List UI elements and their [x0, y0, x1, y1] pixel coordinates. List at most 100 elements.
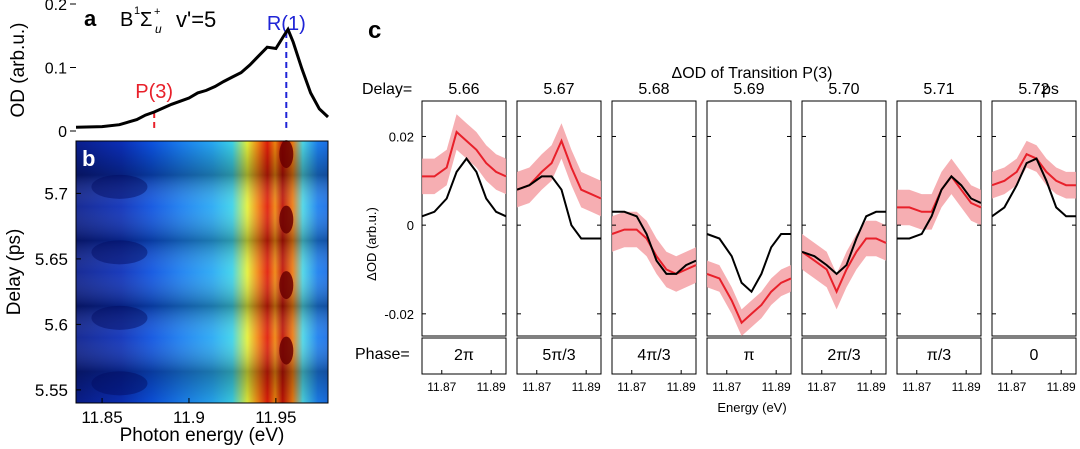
subplot-xtick-label: 11.89 — [667, 380, 696, 394]
panel-c-ytick-label: 0.02 — [389, 129, 414, 144]
panel-a-yticks: 0 0.1 0.2 — [45, 0, 76, 141]
uncertainty-band — [707, 260, 791, 336]
model-line — [421, 156, 507, 218]
subplot-xtick-label: 11.87 — [997, 380, 1026, 394]
subplot-frame — [801, 100, 887, 337]
panel-c-subplots: 2π 5.66 11.87 11.89 5π/3 5.67 11.87 11.89 4π/3 5.… — [421, 81, 1077, 394]
panel-c-ylabel: ΔOD (arb.u.) — [364, 207, 379, 281]
measured-line — [422, 130, 507, 178]
subplot-frame — [991, 100, 1077, 337]
model-line — [516, 175, 601, 240]
subplot-xtick-label: 11.89 — [857, 380, 886, 394]
delay-value: 5.71 — [923, 81, 954, 98]
uncertainty-band — [517, 123, 601, 217]
panel-a-ytick-label: 0.1 — [45, 61, 67, 78]
subplot-5: π/3 5.71 11.87 11.89 — [896, 81, 982, 394]
delay-unit: ps — [1042, 81, 1059, 98]
phase-value: 5π/3 — [542, 347, 575, 364]
subplot-xtick-label: 11.87 — [712, 380, 741, 394]
heatmap-coldspot — [91, 240, 148, 265]
subplot-xtick-label: 11.89 — [1047, 380, 1076, 394]
vib-label: v'=5 — [176, 7, 216, 32]
heatmap-hotspot — [279, 336, 294, 365]
uncertainty-band — [422, 114, 506, 195]
delay-value: 5.70 — [828, 81, 859, 98]
delay-value: 5.67 — [543, 81, 574, 98]
phase-box — [991, 337, 1077, 375]
delay-value: 5.69 — [733, 81, 764, 98]
subplot-2: 4π/3 5.68 11.87 11.89 — [611, 81, 697, 394]
panel-b-xtick-label: 11.95 — [255, 408, 296, 427]
model-line — [897, 174, 982, 240]
phase-box — [611, 337, 697, 375]
delay-value: 5.66 — [448, 81, 479, 98]
subplot-1: 5π/3 5.67 11.87 11.89 — [516, 81, 602, 394]
subplot-3: π 5.69 11.87 11.89 — [706, 81, 792, 394]
phase-value: 0 — [1030, 347, 1039, 364]
phase-box — [516, 337, 602, 375]
panel-b-ytick-label: 5.6 — [44, 315, 68, 334]
panel-b-xtick-label: 11.9 — [173, 408, 205, 427]
delay-value: 5.72 — [1018, 81, 1049, 98]
heatmap-hotspot — [279, 205, 294, 234]
subplot-xtick-label: 11.89 — [477, 380, 506, 394]
subplot-xtick-label: 11.87 — [807, 380, 836, 394]
panel-a-ylabel: OD (arb.u.) — [8, 22, 29, 117]
subplot-xtick-label: 11.87 — [427, 380, 456, 394]
subplot-6: 0 5.72 11.87 11.89 — [991, 81, 1077, 394]
panel-b: b Delay (ps) Photon energy (eV) 11.85 11.… — [4, 140, 329, 446]
panel-c-ytick-label: 0 — [407, 218, 414, 233]
panel-a: a B 1 Σ + u v'=5 OD (arb.u.) 0 0.1 0.2 P(3… — [8, 0, 330, 141]
phase-value: 4π/3 — [637, 347, 670, 364]
panel-a-markers: P(3) R(1) — [135, 13, 306, 131]
state-label: B 1 Σ + u — [120, 5, 162, 36]
uncertainty-band — [992, 140, 1076, 199]
subplot-xtick-label: 11.89 — [572, 380, 601, 394]
delay-label: Delay= — [362, 81, 412, 98]
subplot-xtick-label: 11.89 — [762, 380, 791, 394]
uncertainty-band — [802, 220, 886, 310]
state-main: B — [120, 9, 133, 31]
subplot-xtick-label: 11.87 — [617, 380, 646, 394]
heatmap-coldspot — [91, 305, 148, 330]
state-sub: u — [155, 22, 162, 36]
phase-value: 2π — [454, 347, 474, 364]
panel-b-ytick-label: 5.55 — [35, 381, 68, 400]
model-line — [801, 210, 886, 276]
panel-c-letter: c — [368, 17, 381, 44]
state-sup2: + — [154, 6, 160, 18]
panel-a-ytick-label: 0 — [58, 124, 67, 141]
model-line — [991, 157, 1076, 218]
panel-b-ytick-label: 5.65 — [35, 250, 68, 269]
od-spectrum-line — [75, 26, 330, 129]
phase-box — [896, 337, 982, 375]
panel-c-ytick-label: -0.02 — [384, 307, 414, 322]
marker-label-0: P(3) — [135, 81, 173, 103]
subplot-xtick-label: 11.87 — [522, 380, 551, 394]
panel-b-ylabel: Delay (ps) — [4, 229, 25, 316]
delay-value: 5.68 — [638, 81, 669, 98]
panel-a-letter: a — [84, 6, 97, 31]
phase-label: Phase= — [355, 346, 410, 363]
subplot-xtick-label: 11.87 — [902, 380, 931, 394]
phase-box — [801, 337, 887, 375]
phase-value: π — [743, 347, 754, 364]
heatmap-hotspots — [75, 140, 329, 404]
panel-c-title: ΔOD of Transition P(3) — [672, 65, 833, 82]
phase-box — [706, 337, 792, 375]
model-line — [706, 233, 791, 294]
subplot-xtick-label: 11.89 — [952, 380, 981, 394]
panel-b-letter: b — [82, 146, 95, 171]
state-sigma: Σ — [140, 9, 152, 31]
panel-c-xlabel: Energy (eV) — [717, 400, 786, 415]
measured-line — [801, 237, 887, 295]
measured-line — [611, 228, 697, 275]
subplot-0: 2π 5.66 11.87 11.89 — [421, 81, 507, 394]
heatmap-hotspot — [279, 140, 294, 169]
heatmap-coldspot — [91, 371, 148, 396]
heatmap-hotspot — [279, 271, 294, 300]
panel-c: c ΔOD of Transition P(3) Delay= ps Phase… — [355, 17, 1077, 415]
heatmap-frame — [75, 140, 329, 404]
phase-value: π/3 — [927, 347, 951, 364]
